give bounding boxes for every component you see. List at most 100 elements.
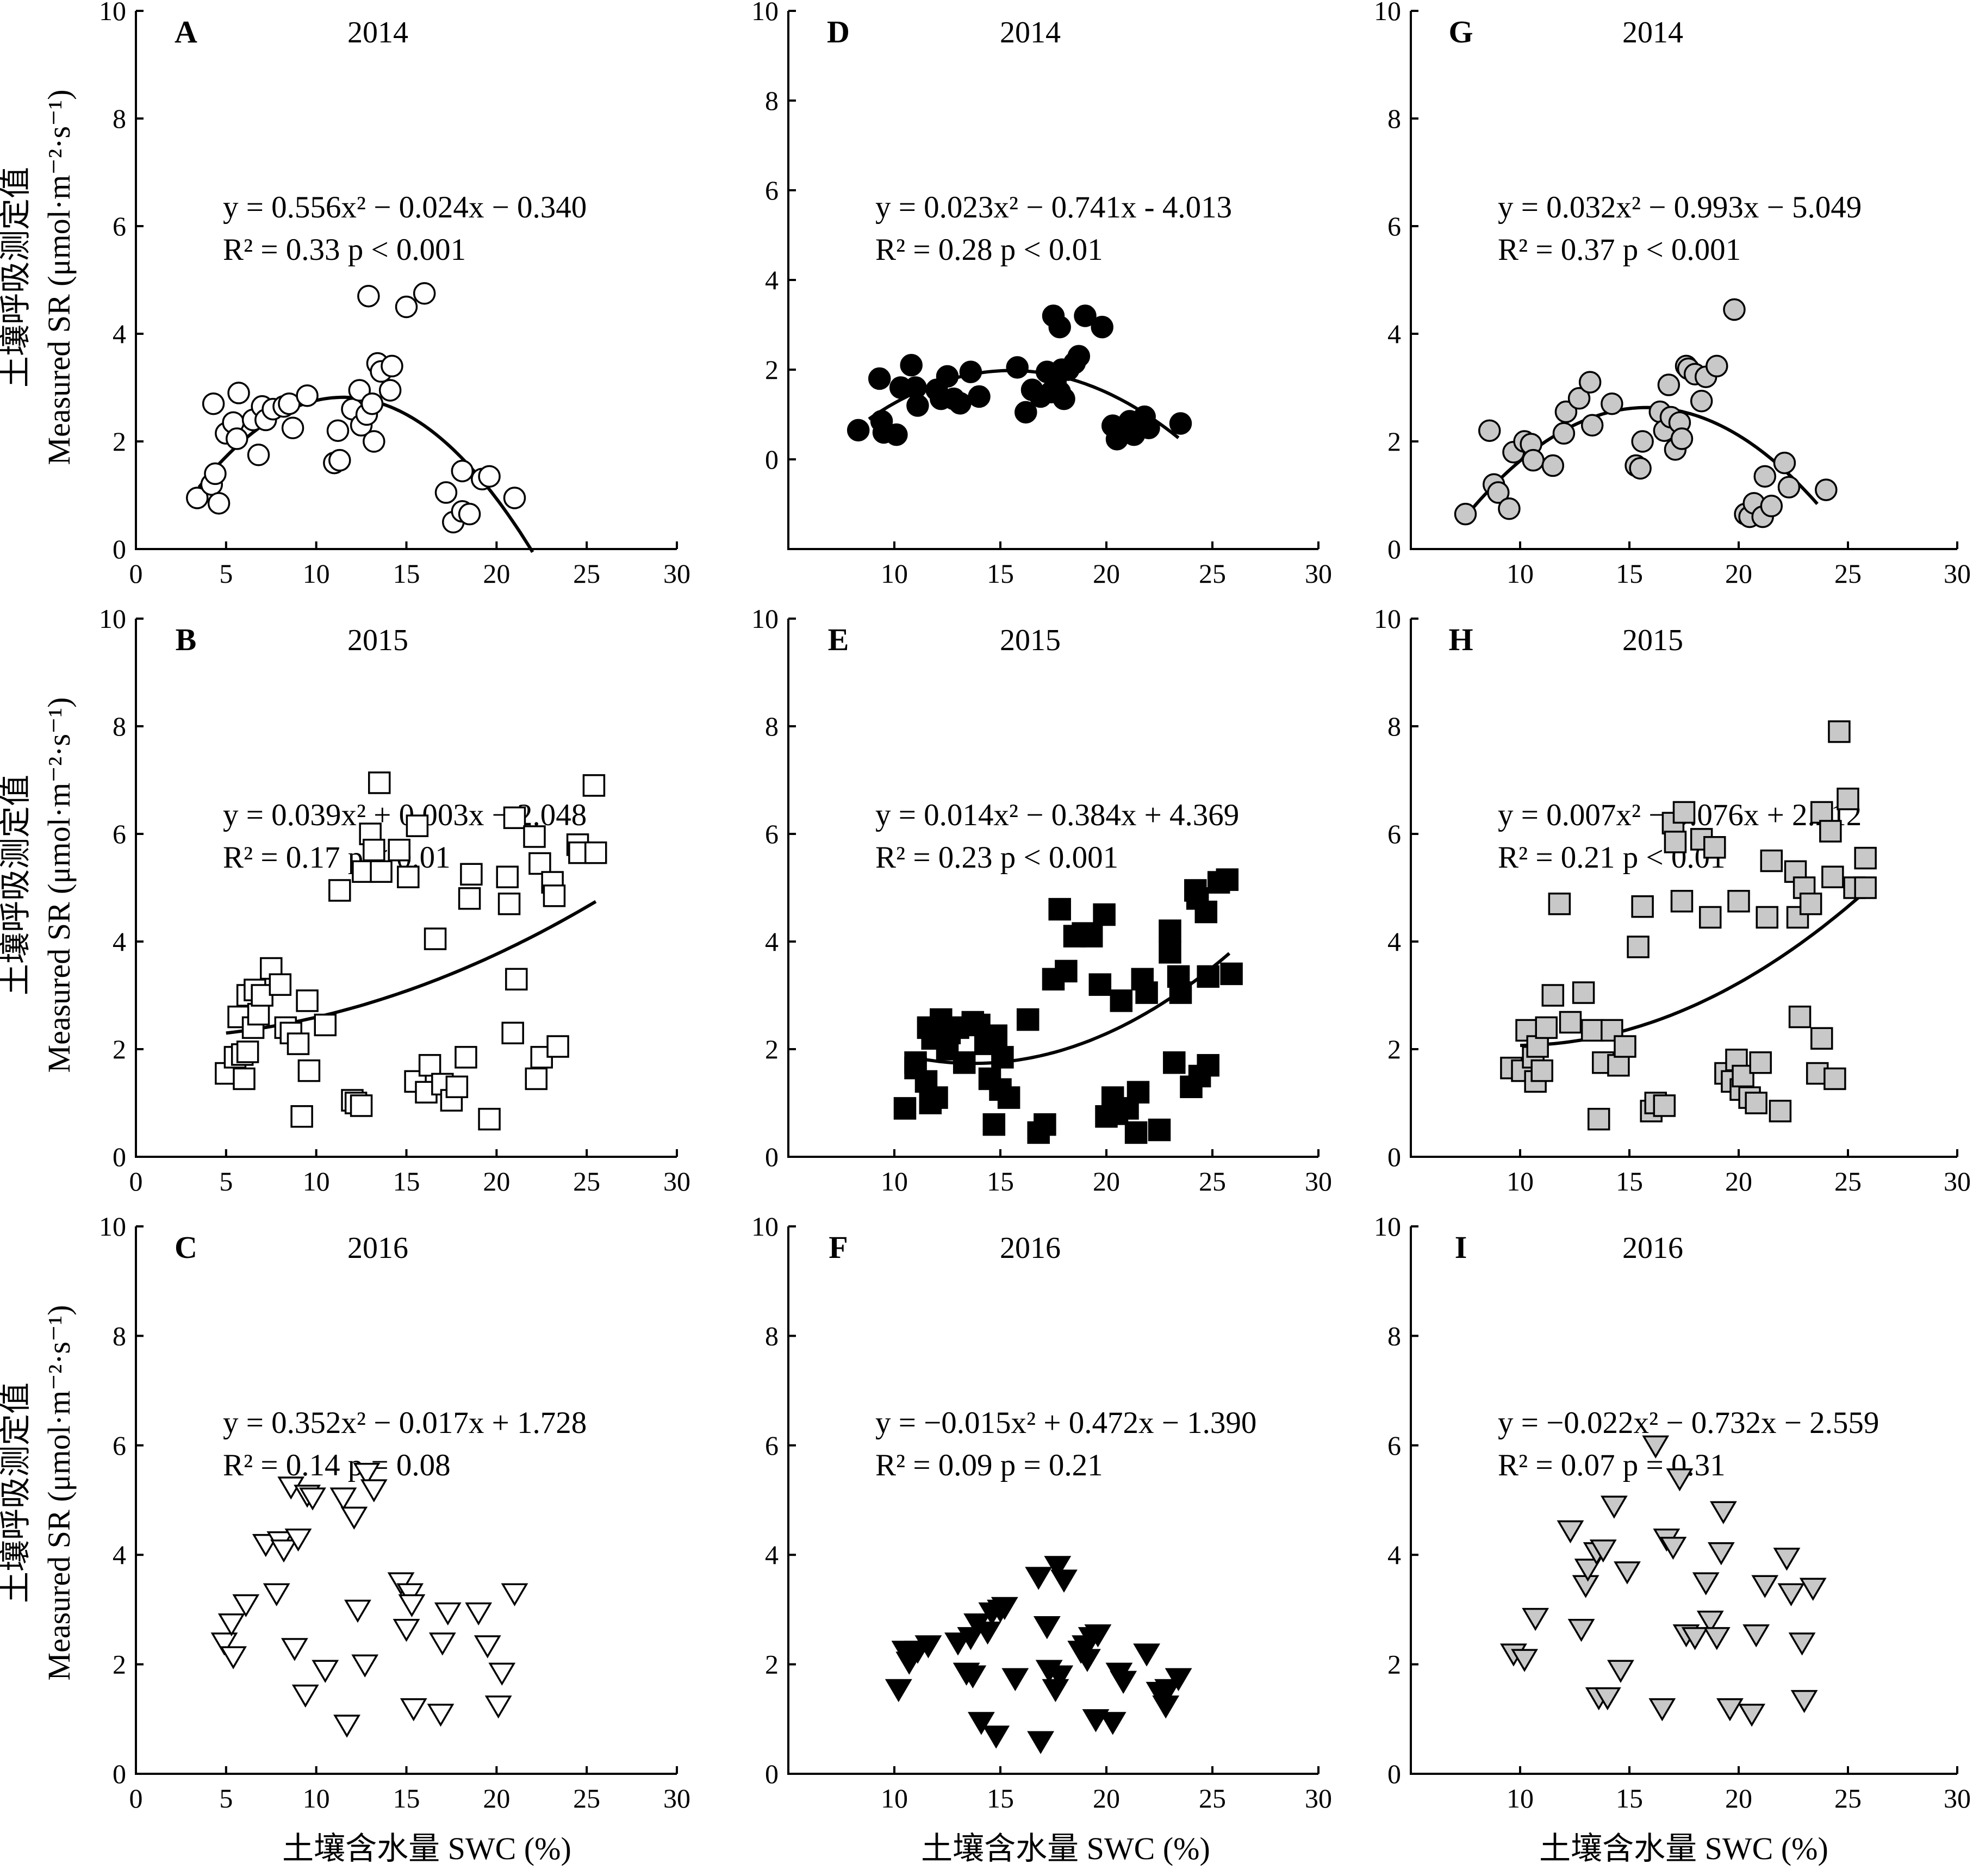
y-tick-label: 10 (751, 1211, 779, 1242)
y-tick-label: 10 (99, 0, 126, 26)
panel-year: 2015 (347, 624, 408, 657)
fit-stats: R² = 0.21 p < 0.01 (1498, 840, 1726, 875)
data-point (225, 427, 248, 450)
data-point (967, 1712, 995, 1735)
data-point (360, 1479, 388, 1503)
data-point (474, 1635, 501, 1659)
data-point (1498, 497, 1521, 520)
data-point (1080, 925, 1103, 948)
y-tick-label: 2 (765, 1649, 779, 1680)
data-point (949, 392, 972, 415)
data-point (351, 1654, 379, 1678)
y-tick-label: 0 (1387, 1759, 1401, 1789)
data-point (413, 282, 436, 305)
fit-stats: R² = 0.33 p < 0.001 (223, 233, 466, 267)
x-tick-label: 10 (1507, 558, 1534, 589)
data-point (525, 1067, 548, 1090)
data-point (1511, 1649, 1538, 1672)
y-tick-label: 4 (113, 319, 126, 349)
y-tick-label: 4 (765, 926, 779, 957)
panel-a: 0 2 4 6 8 10 0 5 10 15 20 25 30 A 2014 y = 0.556x² − 0.… (99, 0, 690, 589)
data-point (985, 1024, 1007, 1047)
data-point (868, 367, 891, 390)
data-point (1001, 1668, 1029, 1691)
data-point (1837, 787, 1859, 811)
data-point (1197, 1054, 1219, 1077)
data-point (1074, 304, 1097, 327)
data-point (1526, 1035, 1549, 1058)
data-point (1554, 400, 1578, 423)
data-point (1033, 1616, 1061, 1640)
y-tick-label: 6 (1387, 211, 1401, 241)
x-tick-label: 30 (663, 1783, 690, 1813)
data-point (1769, 1100, 1792, 1123)
data-point (1034, 1113, 1056, 1136)
y-tick-label: 8 (1387, 103, 1401, 134)
data-point (236, 1040, 259, 1063)
data-point (210, 1632, 238, 1656)
data-point (982, 1113, 1006, 1136)
data-point (991, 1597, 1018, 1621)
data-point (378, 379, 402, 402)
x-tick-label: 25 (1834, 1783, 1862, 1813)
x-tick-label: 25 (1834, 1166, 1862, 1196)
data-point (424, 927, 447, 950)
fit-equation: y = 0.556x² − 0.024x − 0.340 (223, 190, 587, 225)
x-tick-label: 20 (483, 1166, 510, 1196)
panel-year: 2016 (1622, 1231, 1683, 1265)
data-point (458, 887, 481, 910)
data-point (1197, 965, 1219, 988)
y-tick-label: 10 (1374, 1211, 1401, 1242)
data-point (312, 1660, 339, 1683)
panel-letter: C (175, 1230, 197, 1265)
data-point (1025, 1567, 1053, 1590)
data-point (397, 865, 420, 888)
data-point (1821, 865, 1844, 888)
data-point (1148, 1118, 1171, 1142)
panel-letter: I (1455, 1230, 1467, 1265)
x-tick-label: 10 (303, 558, 330, 589)
x-tick-label: 15 (987, 1166, 1014, 1196)
x-tick-label: 15 (987, 1783, 1014, 1813)
fit-stats: R² = 0.28 p < 0.01 (875, 233, 1103, 267)
data-point (1773, 451, 1796, 475)
data-point (1751, 1575, 1779, 1598)
data-point (900, 354, 923, 377)
y-tick-label: 8 (765, 85, 779, 116)
data-point (1124, 1121, 1148, 1144)
data-point (395, 295, 418, 319)
fit-equation: y = −0.015x² + 0.472x − 1.390 (875, 1406, 1256, 1440)
y-tick-label: 8 (1387, 1320, 1401, 1351)
data-point (186, 487, 209, 509)
y-tick-label: 0 (113, 534, 126, 564)
fit-equation: y = −0.022x² − 0.732x − 2.559 (1498, 1406, 1879, 1440)
data-point (1823, 1067, 1846, 1090)
data-point (1749, 1051, 1772, 1074)
y-tick-label: 2 (765, 1034, 779, 1064)
data-point (1110, 1671, 1137, 1694)
y-axis-title-en: Measured SR (μmol·m⁻²·s⁻¹) (41, 697, 77, 1073)
data-point (1572, 981, 1595, 1004)
data-point (991, 1046, 1014, 1069)
fit-curve (1520, 890, 1867, 1048)
data-point (523, 825, 546, 848)
data-point (287, 1032, 310, 1055)
data-point (1703, 1627, 1731, 1650)
data-point (1681, 1627, 1709, 1650)
data-point (328, 448, 351, 472)
data-point (1048, 315, 1071, 339)
data-point (1559, 1011, 1582, 1034)
data-point (1535, 1016, 1558, 1039)
x-tick-label: 15 (1616, 558, 1643, 589)
x-tick-label: 10 (1507, 1783, 1534, 1813)
data-point (496, 865, 519, 888)
y-tick-label: 0 (113, 1759, 126, 1789)
data-point (445, 1075, 469, 1099)
data-point (1696, 1610, 1724, 1634)
data-point (1126, 1081, 1150, 1104)
data-point (217, 1613, 245, 1637)
data-point (936, 365, 959, 388)
data-point (1135, 981, 1158, 1004)
data-point (1698, 906, 1722, 929)
